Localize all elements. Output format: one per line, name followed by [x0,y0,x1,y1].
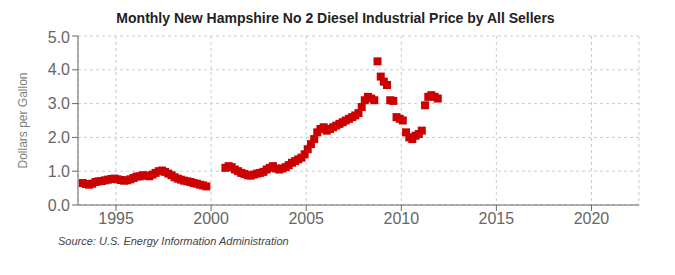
svg-text:2005: 2005 [288,210,324,227]
svg-text:2.0: 2.0 [48,129,70,146]
svg-text:0.0: 0.0 [48,197,70,214]
svg-text:5.0: 5.0 [48,29,70,46]
svg-text:Dollars per Gallon: Dollars per Gallon [16,72,30,168]
svg-text:4.0: 4.0 [48,61,70,78]
svg-text:2015: 2015 [479,210,515,227]
svg-text:3.0: 3.0 [48,95,70,112]
svg-text:1995: 1995 [98,210,134,227]
html-text:Monthly New Hampshire No 2 Die: Monthly New Hampshire No 2 Diesel Indust… [116,10,555,26]
svg-text:1.0: 1.0 [48,163,70,180]
html-text:Source: U.S. Energy Informatio: Source: U.S. Energy Information Administ… [58,235,289,247]
svg-text:2020: 2020 [574,210,610,227]
svg-text:2000: 2000 [193,210,229,227]
svg-text:2010: 2010 [383,210,419,227]
